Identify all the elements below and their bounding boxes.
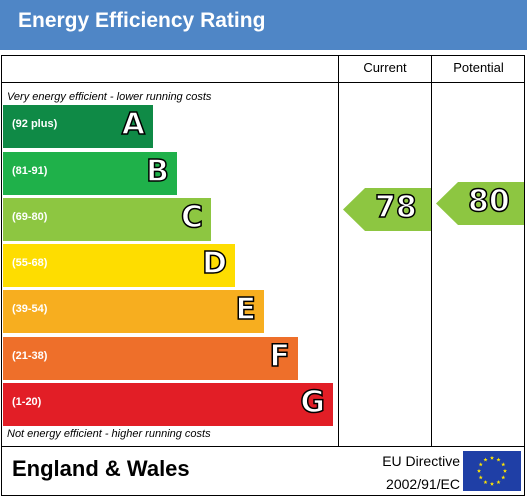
band-c-range: (69-80) — [12, 211, 48, 223]
band-g-letter: G — [300, 384, 326, 421]
flag-star — [496, 457, 501, 462]
flag-star — [502, 468, 508, 473]
flag-star — [501, 475, 506, 480]
potential-rating-value: 80 — [467, 183, 510, 220]
band-c: (69-80) C — [3, 198, 211, 241]
flag-star — [496, 480, 501, 485]
band-b-letter: B — [145, 153, 169, 190]
band-f-range: (21-38) — [12, 350, 48, 362]
band-d: (55-68) D — [3, 244, 235, 287]
current-rating-value: 78 — [374, 189, 417, 226]
band-f: (21-38) F — [3, 337, 298, 380]
region-label: England & Wales — [12, 456, 190, 481]
band-g: (1-20) G — [3, 383, 333, 426]
directive-line-1: EU Directive — [382, 453, 460, 469]
header-bar: Energy Efficiency Rating — [0, 0, 527, 50]
band-e: (39-54) E — [3, 290, 264, 333]
band-c-letter: C — [180, 199, 204, 236]
band-a-range: (92 plus) — [12, 118, 58, 130]
flag-star — [501, 462, 506, 467]
chart-frame — [1, 55, 525, 496]
bottom-note: Not energy efficient - higher running co… — [7, 428, 211, 440]
band-a: (92 plus) A — [3, 105, 153, 148]
flag-star — [489, 455, 495, 460]
flag-star — [483, 457, 488, 462]
footer-row-divider — [1, 446, 525, 447]
band-e-range: (39-54) — [12, 303, 48, 315]
current-column-divider — [338, 55, 339, 446]
current-column-header: Current — [363, 60, 407, 75]
header-row-divider — [1, 82, 525, 83]
potential-column-header: Potential — [453, 60, 504, 75]
flag-star — [478, 475, 483, 480]
eu-flag-icon — [463, 451, 521, 491]
flag-star — [476, 468, 482, 473]
band-b-range: (81-91) — [12, 165, 48, 177]
top-note: Very energy efficient - lower running co… — [7, 91, 212, 103]
band-d-range: (55-68) — [12, 257, 48, 269]
band-b: (81-91) B — [3, 152, 177, 195]
current-rating-arrow — [343, 188, 431, 231]
chart-title: Energy Efficiency Rating — [18, 9, 266, 32]
potential-column-divider — [431, 55, 432, 446]
band-e-letter: E — [235, 291, 257, 328]
flag-star — [483, 480, 488, 485]
flag-star — [478, 462, 483, 467]
band-d-letter: D — [201, 245, 227, 282]
band-g-range: (1-20) — [12, 396, 42, 408]
band-f-letter: F — [269, 338, 291, 375]
directive-line-2: 2002/91/EC — [386, 476, 460, 492]
band-a-letter: A — [121, 106, 146, 143]
flag-star — [489, 481, 495, 486]
potential-rating-arrow — [436, 182, 524, 225]
